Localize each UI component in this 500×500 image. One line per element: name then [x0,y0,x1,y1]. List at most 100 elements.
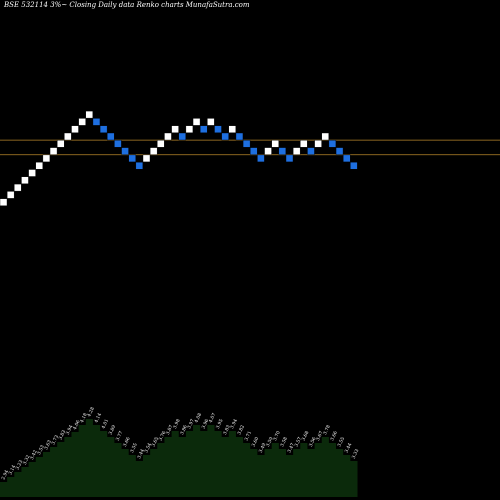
renko-brick-down [114,140,122,148]
volume-label: 3.57 [294,436,304,448]
volume-label: 4.07 [208,412,218,424]
volume-label: 3.83 [222,424,232,436]
volume-label: 3.94 [229,418,239,430]
renko-brick-up [149,147,158,155]
volume-label: 4.14 [93,412,103,424]
renko-brick-down [199,125,208,133]
volume-label: 3.47 [286,442,296,454]
volume-label: 3.86 [179,424,189,436]
renko-brick-up [49,147,58,155]
volume-label: 3.67 [315,430,325,442]
renko-brick-up [85,110,94,119]
renko-brick-up [78,118,86,126]
renko-brick-up [164,132,172,141]
volume-label: 3.76 [158,430,168,442]
volume-label: 3.77 [115,430,125,442]
renko-brick-down [278,147,287,155]
volume-label: 3.44 [344,442,354,454]
volume-label: 3.49 [258,442,268,454]
volume-label: 3.68 [301,430,311,442]
renko-brick-up [300,140,308,148]
renko-brick-down [135,161,144,170]
renko-brick-up [14,183,22,192]
volume-label: 3.87 [165,424,175,436]
volume-label: 3.71 [243,430,253,442]
renko-brick-down [350,161,358,170]
renko-brick-down [242,140,251,148]
renko-brick-down [92,118,101,126]
renko-brick-up [21,176,29,185]
volume-label: 3.53 [36,444,46,456]
renko-brick-down [257,154,265,163]
renko-brick-up [64,132,72,141]
volume-label: 3.65 [151,436,161,448]
volume-label: 3.70 [272,430,282,442]
volume-label: 3.58 [279,436,289,448]
volume-label: 3.94 [65,424,75,436]
volume-label: 3.55 [336,436,346,448]
volume-label: 3.59 [265,436,275,448]
volume-label: 3.83 [58,429,68,441]
volume-label: 3.66 [122,436,132,448]
renko-brick-up [35,161,43,170]
renko-brick-down [128,154,136,163]
volume-label: 3.66 [329,430,339,442]
renko-brick-down [335,147,344,155]
renko-brick-up [0,198,8,206]
renko-brick-up [71,125,79,133]
renko-bricks [0,110,358,206]
renko-brick-down [178,132,186,141]
volume-area-path [0,419,358,497]
renko-brick-up [264,147,272,155]
volume-label: 3.89 [108,424,118,436]
volume-label: 3.32 [22,454,32,466]
volume-label: 4.01 [100,418,110,430]
renko-brick-up [157,140,165,148]
renko-brick-down [307,147,315,155]
renko-brick-up [292,147,301,155]
volume-label: 3.23 [15,459,25,471]
volume-label: 4.28 [86,406,96,418]
volume-label: 3.33 [351,448,361,460]
volume-label: 3.44 [136,448,146,460]
renko-brick-up [228,125,237,133]
renko-brick-down [285,154,294,163]
renko-brick-up [314,140,322,148]
volume-label: 3.98 [172,418,182,430]
renko-brick-up [321,132,329,141]
volume-label: 3.56 [308,436,318,448]
renko-brick-down [250,147,258,155]
chart-title: BSE 532114 3%~ Closing Daily data Renko … [4,1,250,9]
renko-brick-up [185,125,194,133]
renko-brick-down [107,132,115,141]
volume-area [0,419,358,497]
volume-label: 3.42 [29,449,39,461]
renko-brick-up [42,154,51,163]
volume-label: 4.06 [72,419,82,431]
volume-label: 3.95 [215,418,225,430]
volume-label: 3.96 [201,418,211,430]
renko-brick-down [343,154,351,163]
renko-brick-up [192,118,201,126]
renko-brick-up [207,118,215,126]
renko-brick-down [99,125,108,133]
volume-label: 3.63 [43,439,53,451]
renko-brick-up [171,125,179,133]
volume-labels: 2.943.143.233.323.423.533.633.733.833.94… [0,406,360,481]
volume-label: 3.73 [50,434,60,446]
volume-label: 2.94 [0,469,10,481]
volume-label: 3.78 [322,424,332,436]
renko-brick-down [121,147,129,155]
volume-label: 3.60 [251,436,261,448]
renko-brick-down [235,132,244,141]
volume-label: 3.54 [143,442,153,454]
volume-label: 3.97 [186,418,196,430]
renko-brick-up [57,140,65,148]
renko-brick-up [271,140,279,148]
renko-brick-down [221,132,229,141]
volume-label: 4.08 [193,412,203,424]
volume-label: 3.55 [129,442,139,454]
volume-label: 4.18 [79,412,89,424]
volume-label: 3.14 [8,464,18,476]
